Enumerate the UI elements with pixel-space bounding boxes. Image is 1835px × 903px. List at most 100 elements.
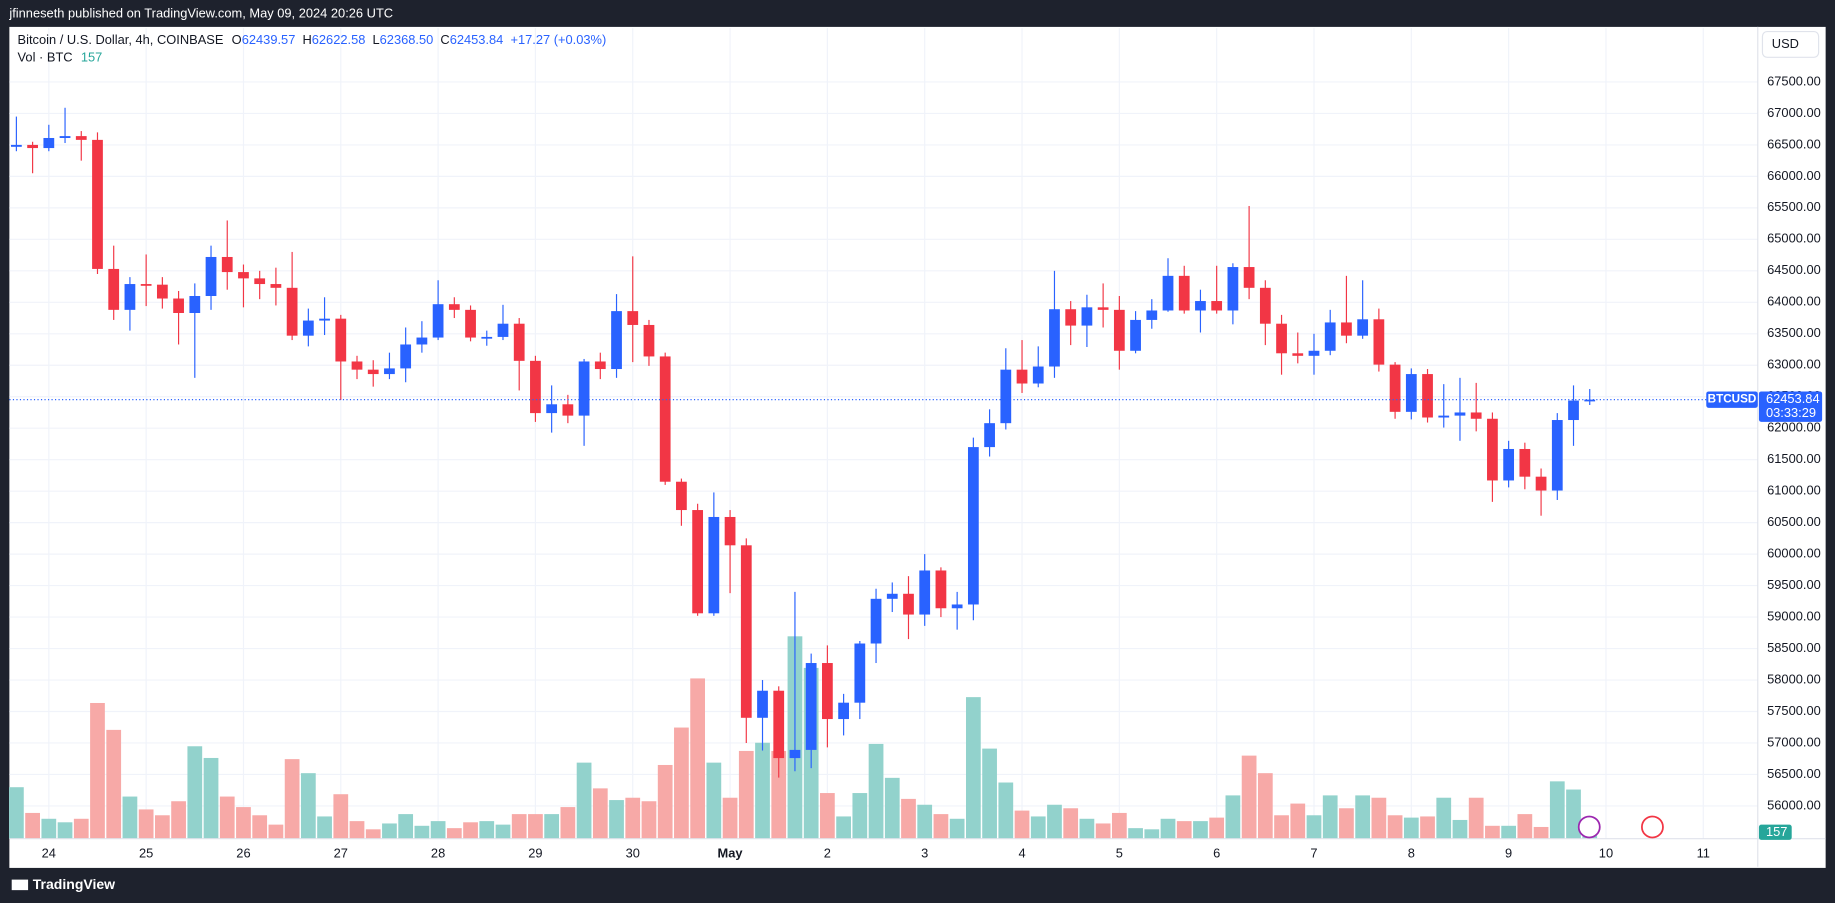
volume-bar [706,762,722,839]
candle-body [108,268,120,310]
volume-bar [657,764,673,839]
candle-body [1422,374,1433,418]
volume-bar [138,809,154,839]
volume-bar [106,729,122,839]
candle-body [1211,301,1223,311]
volume-bar [171,801,186,839]
y-tick-label: 65000.00 [1767,231,1821,246]
volume-bar [1030,816,1046,839]
volume-bar [41,818,57,839]
candle-body [1389,364,1401,412]
axes: 56000.00 56500.00 57000.00 57500.00 58000.00… [42,73,1823,860]
candle-body [1227,267,1239,311]
candle-body [59,136,71,138]
candle-body [854,643,866,703]
volume-bar [511,814,527,839]
y-tick-label: 58500.00 [1767,640,1821,655]
candle-body [1259,287,1271,324]
candle-body [448,304,460,310]
event-icon[interactable] [1577,815,1601,839]
volume-bar [852,793,868,839]
volume-bar [1452,819,1468,839]
candle-body [1487,418,1498,481]
candle-body [1178,275,1190,311]
volume-bar [446,828,462,839]
candle-body [221,256,233,273]
ohlc-letter: L [372,32,379,47]
candle-body [1405,374,1417,412]
volume-bar [73,818,89,839]
volume-bar [25,812,40,839]
ohlc-letter: O [232,32,242,47]
candle-body [1454,412,1466,416]
volume-bar [1468,797,1484,839]
candle-body [43,137,55,149]
currency[interactable]: USD [1772,36,1799,51]
x-tick-label: 5 [1116,845,1123,860]
volume-value: 157 [81,50,102,65]
candle-body [773,690,785,759]
ohlc-letter: C [440,32,449,47]
volume-bar [203,757,219,839]
candle-body [270,284,282,288]
volume-tag [1758,824,1792,840]
volume-bar [398,814,414,839]
volume-bar [463,822,478,839]
currency-button[interactable] [1761,30,1820,58]
candle-layer [9,107,1758,778]
volume-bar [284,759,300,839]
volume-bar [1111,812,1127,839]
volume-bar [430,821,446,839]
volume-legend: Vol · BTC 157 [18,50,103,65]
candle-body [676,481,687,511]
volume-bar [933,814,949,839]
y-tick-label: 56500.00 [1767,766,1821,781]
logo-mark [11,879,29,891]
candle-body [984,423,995,448]
volume-bar [1241,755,1257,839]
candle-body [578,361,590,416]
candle-body [1373,319,1385,365]
candle-body [319,318,330,321]
y-tick-label: 66000.00 [1767,168,1821,183]
volume-bar [1549,781,1565,839]
volume-bar [738,750,754,839]
x-tick-label: 29 [528,845,542,860]
x-tick-label: 26 [236,845,250,860]
volume-bar [414,825,430,839]
y-tick-label: 61000.00 [1767,483,1821,498]
x-tick-label: 11 [1697,845,1710,860]
x-tick-label: 2 [824,845,831,860]
volume-bar [1257,773,1273,839]
volume-bar [1225,795,1241,839]
x-tick-label: 8 [1408,845,1415,860]
candle-body [238,272,249,279]
candle-body [1243,267,1255,288]
candle-body [886,593,898,599]
candle-body [1016,369,1028,384]
event-icon[interactable] [1641,815,1664,839]
volume-bar [9,787,24,839]
candle-body [351,361,363,370]
volume-bar [1014,810,1030,839]
x-tick-label: 30 [626,845,640,860]
candle-body [1146,310,1158,320]
candle-body [1341,322,1352,336]
candle-body [156,284,168,299]
volume-bar [998,782,1014,839]
candle-body [724,516,736,546]
candle-body [384,368,395,375]
candle-body [659,356,671,482]
y-tick-label: 60500.00 [1767,514,1821,529]
volume-bar [495,824,511,839]
candle-body [1081,307,1093,326]
volume-bar [1144,829,1160,839]
volume-bar [219,796,235,839]
volume-bar [333,794,349,839]
candle-body [286,287,298,336]
volume-bar [1290,803,1306,839]
volume-bar [982,748,997,839]
volume-bar [884,777,900,839]
volume-bar [90,702,105,839]
volume-bar [382,823,397,839]
